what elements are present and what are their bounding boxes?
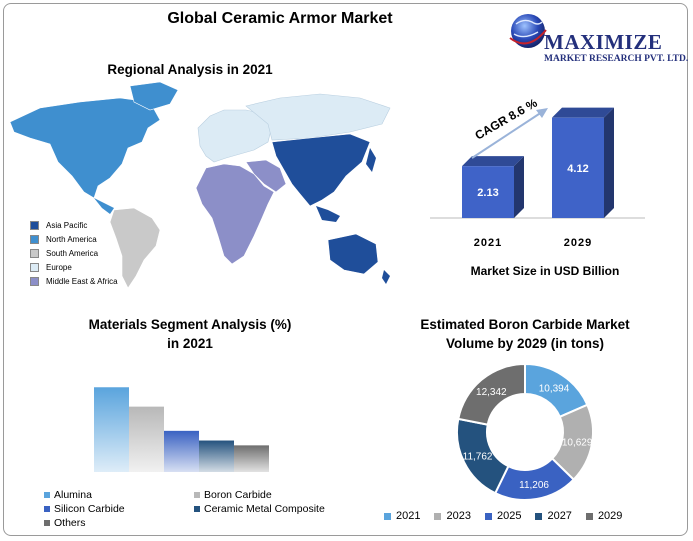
materials-legend: Alumina Boron Carbide Silicon Carbide Ceram… [44,489,344,534]
map-legend-item: South America [30,246,118,260]
legend-label: Others [54,517,86,529]
bar [552,117,604,218]
map-africa [195,163,275,265]
legend-swatch [44,506,50,512]
boron-legend: 2021 2023 2025 2027 2029 [384,510,636,522]
regional-title: Regional Analysis in 2021 [107,62,273,77]
boron-legend-item: 2029 [585,510,623,522]
materials-bar [234,445,269,472]
map-asia-pacific [271,133,371,207]
brand-subtitle: MARKET RESEARCH PVT. LTD. [544,54,689,64]
legend-label: 2029 [597,510,623,522]
cagr-arrow [471,111,543,159]
donut-data-label: 10,394 [539,384,570,395]
materials-title: Materials Segment Analysis (%) in 2021 [50,315,330,353]
x-tick-label: 2021 [474,237,502,249]
boron-legend-item: 2021 [384,510,420,522]
legend-label: 2021 [396,510,421,522]
legend-swatch [30,248,39,258]
legend-label: Silicon Carbide [54,503,125,515]
legend-label: 2027 [547,510,572,522]
legend-swatch [194,492,200,498]
x-tick-label: 2029 [564,237,592,249]
materials-legend-item: Ceramic Metal Composite [194,503,325,515]
materials-bar [199,440,234,472]
materials-bar [164,430,199,472]
map-legend-item: Middle East & Africa [30,274,118,288]
legend-label: South America [46,248,99,258]
bar-data-label: 2.13 [477,187,498,199]
map-europe [197,109,273,163]
chart-frame [3,3,688,536]
legend-label: 2025 [496,510,522,522]
legend-label: 2023 [446,510,471,522]
donut-data-label: 10,629 [562,438,593,449]
materials-chart [94,387,269,472]
map-legend-item: North America [30,232,118,246]
legend-label: Ceramic Metal Composite [204,503,325,515]
materials-legend-item: Boron Carbide [194,489,272,501]
boron-title-line: Estimated Boron Carbide Market [420,317,630,332]
bar-top [552,107,614,118]
legend-label: Boron Carbide [204,489,272,501]
map-legend-item: Europe [30,260,118,274]
legend-swatch [30,220,39,230]
legend-swatch [30,262,39,272]
legend-swatch [44,520,50,526]
boron-title: Estimated Boron Carbide Market Volume by… [395,315,655,353]
market-size-label: Market Size in USD Billion [470,264,620,278]
materials-bar [94,387,129,472]
legend-swatch [484,512,492,520]
map-legend-item: Asia Pacific [30,218,118,232]
materials-legend-item: Alumina [44,489,92,501]
legend-swatch [30,276,39,286]
legend-label: Alumina [54,489,92,501]
bar-data-label: 4.12 [567,163,588,175]
bar-side [514,156,524,218]
map-legend: Asia Pacific North America South America… [30,218,118,288]
map-south-america [109,207,161,289]
legend-swatch [384,512,391,520]
materials-bar [129,406,164,472]
boron-legend-item: 2023 [434,510,471,522]
materials-title-line: in 2021 [167,336,213,351]
legend-swatch [535,512,543,520]
bar-top [462,156,524,167]
materials-title-line: Materials Segment Analysis (%) [88,317,292,332]
legend-swatch [434,512,442,520]
legend-swatch [44,492,50,498]
cagr-arrowhead [536,108,548,118]
map-greenland [129,81,179,111]
legend-label: Asia Pacific [46,220,88,230]
bar [462,166,514,218]
legend-swatch [585,512,593,520]
map-north-america [10,97,161,199]
boron-title-line: Volume by 2029 (in tons) [445,336,605,351]
bar-side [604,107,614,218]
main-title: Global Ceramic Armor Market [167,10,393,27]
legend-label: North America [46,234,97,244]
legend-swatch [194,506,200,512]
donut-slice [457,362,526,426]
boron-legend-item: 2027 [535,510,572,522]
boron-legend-item: 2025 [484,510,522,522]
boron-donut-chart: 10,394 10,629 11,206 11,762 12,342 [456,362,594,501]
materials-legend-item: Others [44,517,86,529]
donut-data-label: 11,206 [519,480,549,491]
legend-swatch [30,234,39,244]
map-middle-east [245,159,287,193]
legend-label: Middle East & Africa [46,276,118,286]
donut-data-label: 12,342 [476,387,507,398]
map-australia [327,233,379,275]
legend-label: Europe [46,262,72,272]
donut-data-label: 11,762 [463,452,493,463]
globe-icon [509,14,547,48]
brand-name: MAXIMIZE [544,30,663,54]
materials-legend-item: Silicon Carbide [44,503,125,515]
brand-logo: MAXIMIZE MARKET RESEARCH PVT. LTD. [504,8,688,64]
world-map [10,81,391,289]
